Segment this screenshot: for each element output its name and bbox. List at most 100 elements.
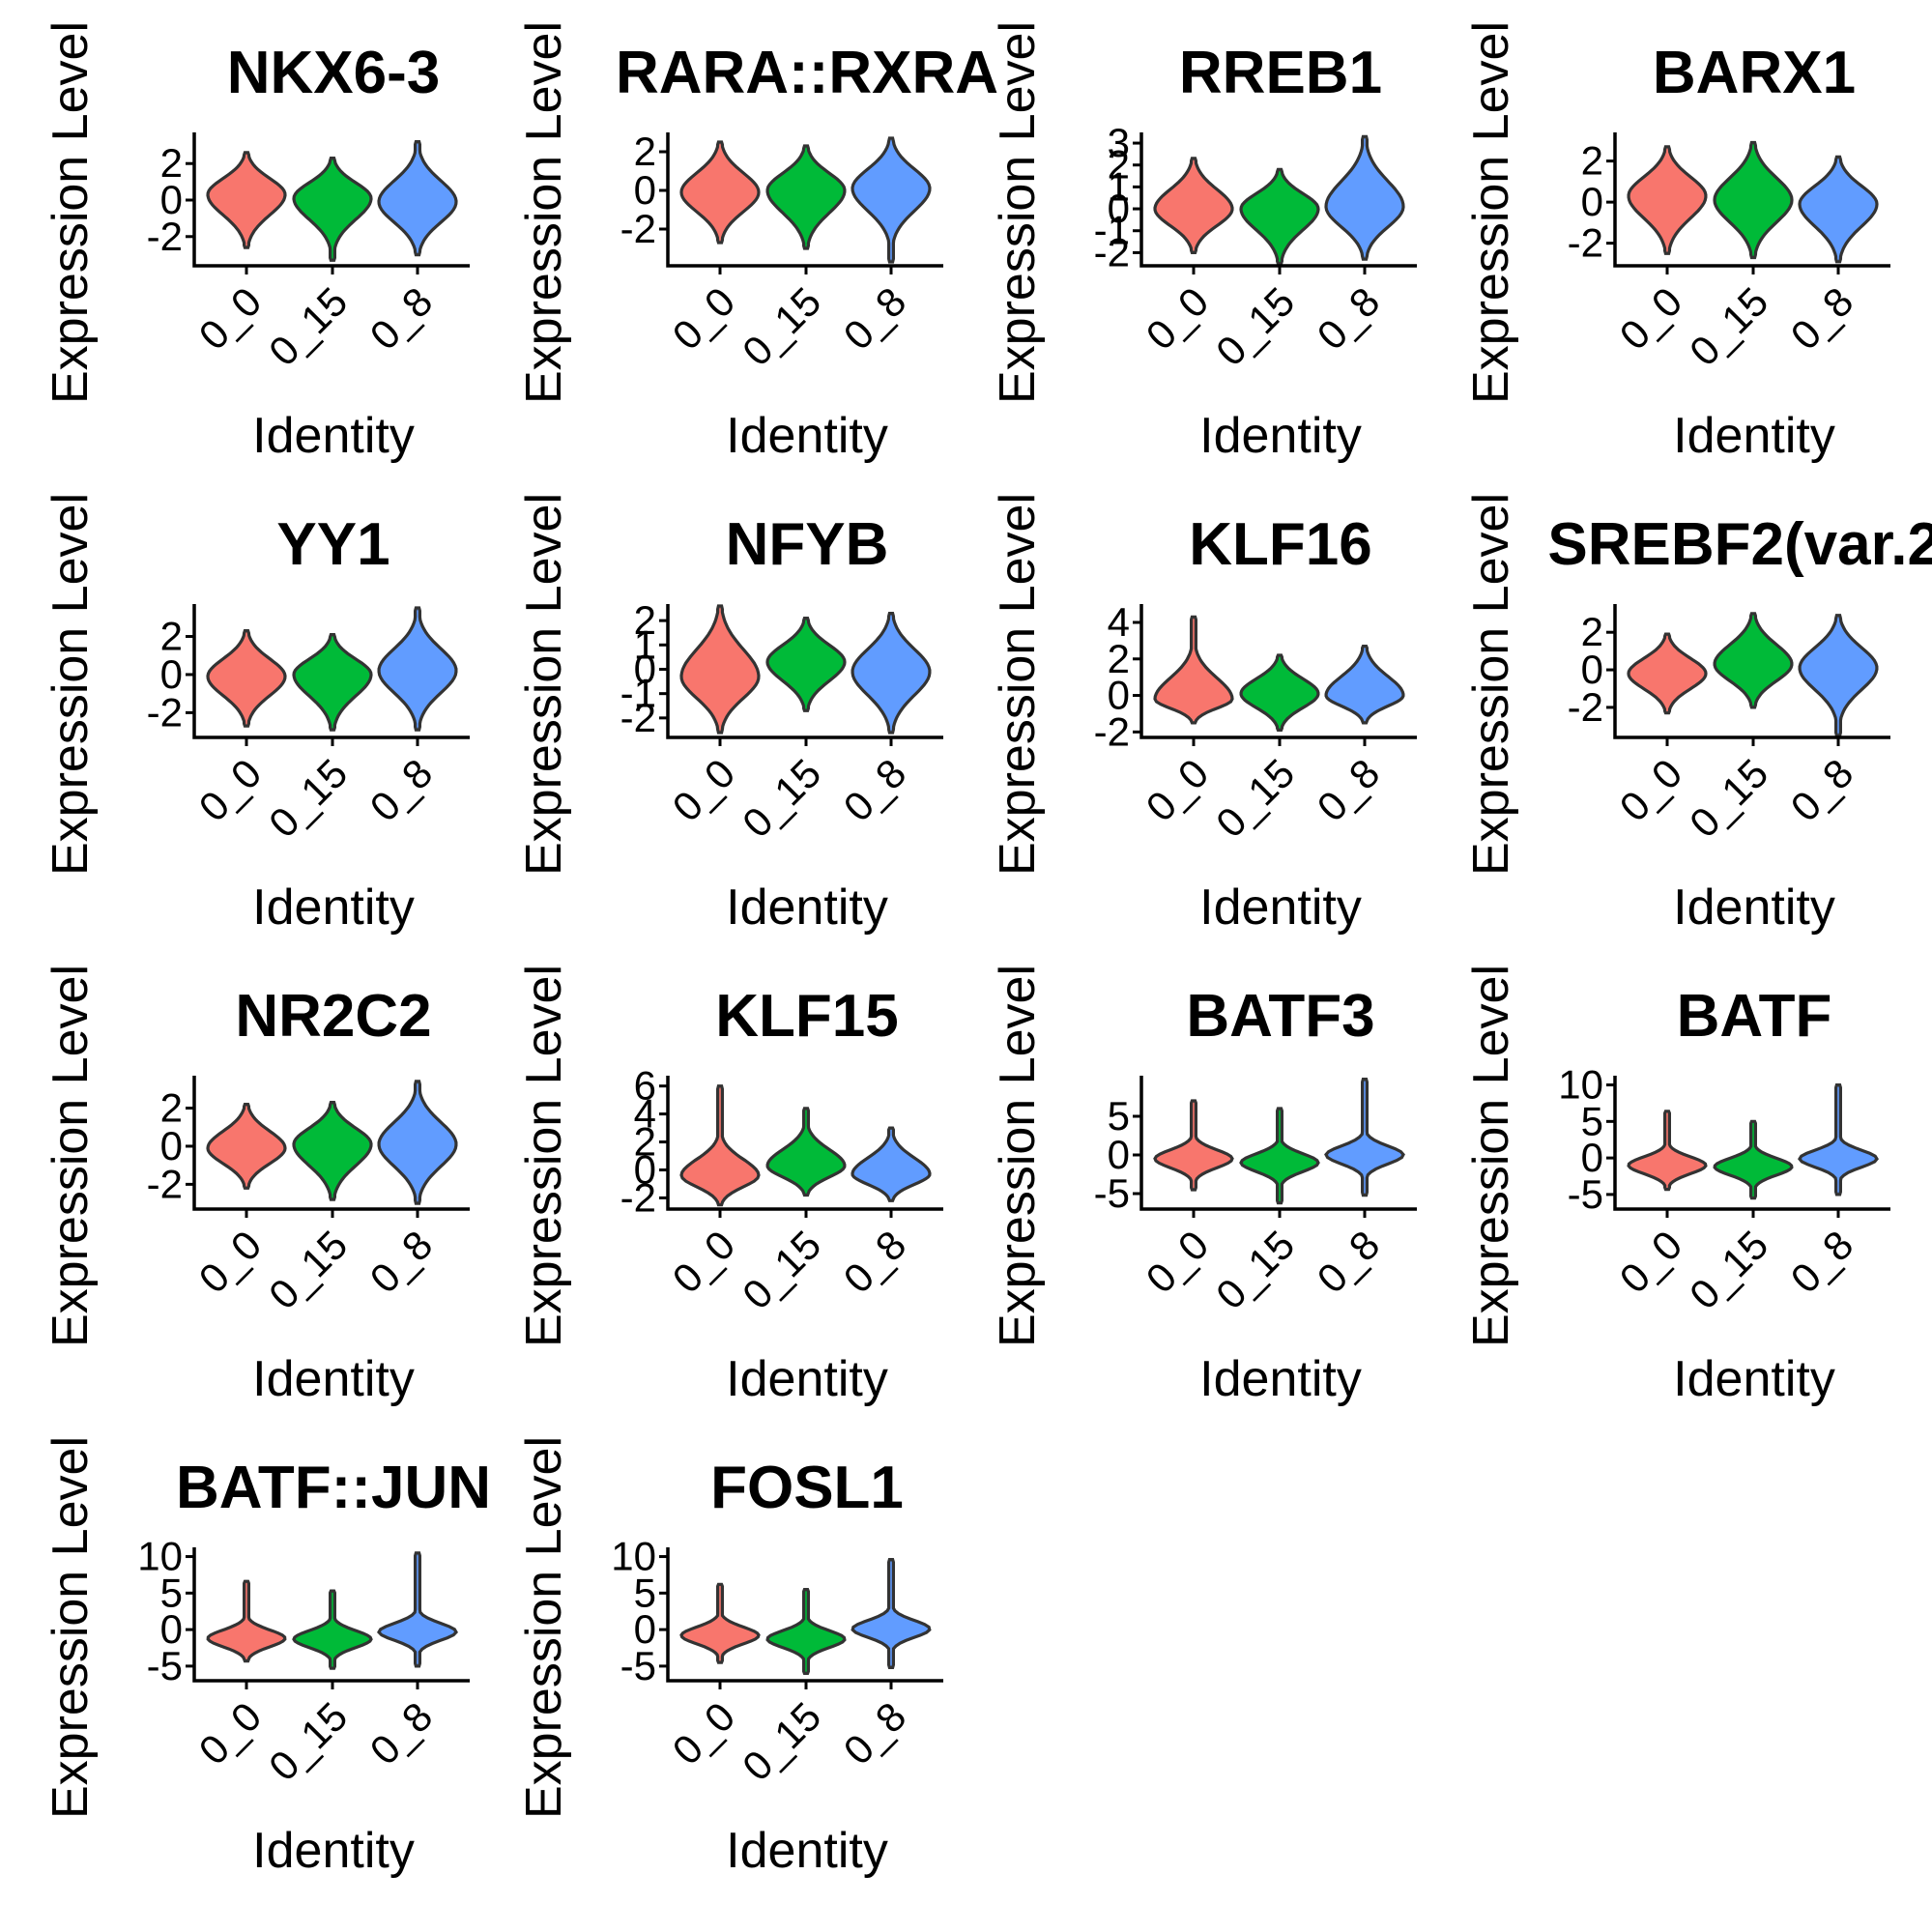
- y-tick-label: 0: [1581, 647, 1603, 692]
- x-tick-label: 0_8: [1782, 278, 1862, 359]
- y-axis-title: Expression Level: [43, 965, 99, 1347]
- y-tick-label: 1: [1108, 163, 1130, 209]
- x-axis-title: Identity: [726, 1351, 888, 1407]
- y-tick-label: 0: [1108, 673, 1130, 718]
- panel-8: SREBF2(var.2) Expression Level -202 0_00_15…: [1463, 493, 1932, 936]
- x-tick-label: 0_8: [835, 750, 915, 830]
- panel-11: BATF3 Expression Level -505 0_00_15 0_8 Ident…: [990, 965, 1417, 1407]
- axis-lines: [192, 132, 470, 268]
- x-tick-label: 0_0: [1611, 750, 1691, 830]
- violin-0_0: [1153, 157, 1234, 254]
- violin-0_15: [765, 1588, 847, 1675]
- axis-lines: [666, 604, 943, 739]
- y-axis-title: Expression Level: [516, 1436, 572, 1819]
- x-axis-title: Identity: [1673, 879, 1835, 936]
- x-tick-label: 0_0: [1138, 278, 1218, 359]
- x-tick-label: 0_15: [260, 750, 356, 846]
- panel-title: KLF15: [715, 983, 898, 1050]
- x-tick-label: 0_8: [361, 278, 442, 359]
- violin-0_15: [292, 1101, 373, 1201]
- x-tick-label: 0_15: [734, 1693, 829, 1789]
- panel-title: NFYB: [726, 511, 889, 578]
- violin-0_15: [1713, 140, 1794, 260]
- axis-lines: [1139, 132, 1417, 268]
- x-tick-label: 0_0: [190, 1693, 271, 1773]
- x-tick-label: 0_15: [734, 278, 829, 374]
- y-axis-title: Expression Level: [1463, 965, 1519, 1347]
- y-tick-label: -2: [620, 1174, 656, 1220]
- x-tick-label: 0_15: [1681, 1222, 1776, 1317]
- violin-0_15: [292, 1589, 373, 1670]
- panel-4: BARX1 Expression Level -202 0_00_15 0_8 Ident…: [1463, 21, 1890, 464]
- x-tick-label: 0_15: [1207, 750, 1303, 846]
- x-tick-label: 0_0: [190, 1222, 271, 1302]
- axis-lines: [1613, 132, 1890, 268]
- y-tick-label: 2: [160, 140, 183, 186]
- x-axis-title: Identity: [252, 408, 415, 464]
- axis-lines: [666, 132, 943, 268]
- y-tick-label: -5: [147, 1643, 183, 1688]
- y-tick-label: 2: [160, 614, 183, 659]
- violin-0_8: [377, 1080, 458, 1205]
- x-axis-title: Identity: [726, 879, 888, 936]
- panel-title: NR2C2: [235, 983, 431, 1050]
- violin-0_15: [1239, 167, 1320, 266]
- violin-0_0: [679, 140, 761, 245]
- panel-title: YY1: [276, 511, 389, 578]
- violin-0_0: [206, 1103, 287, 1190]
- y-axis-title: Expression Level: [43, 1436, 99, 1819]
- violin-0_0: [679, 1582, 761, 1664]
- panel-title: RARA::RXRA: [616, 40, 998, 106]
- y-tick-label: -2: [1568, 684, 1603, 730]
- x-tick-label: 0_8: [835, 1693, 915, 1773]
- violin-0_15: [1239, 1107, 1320, 1205]
- x-tick-label: 0_0: [664, 1222, 744, 1302]
- y-tick-label: 0: [1108, 186, 1130, 231]
- violin-0_8: [377, 140, 458, 257]
- panel-title: BATF3: [1186, 983, 1374, 1050]
- y-tick-label: -2: [1094, 708, 1130, 754]
- y-tick-label: 4: [1108, 599, 1130, 645]
- x-axis-title: Identity: [252, 1351, 415, 1407]
- y-axis-title: Expression Level: [1463, 493, 1519, 876]
- x-tick-label: 0_8: [361, 1222, 442, 1302]
- y-tick-label: 0: [160, 177, 183, 222]
- panel-9: NR2C2 Expression Level -202 0_00_15 0_8 Ident…: [43, 965, 470, 1407]
- x-tick-label: 0_15: [260, 1693, 356, 1789]
- y-tick-label: 4: [634, 1091, 656, 1137]
- panel-1: NKX6-3 Expression Level -202 0_00_15 0_8 Iden…: [43, 21, 470, 464]
- y-tick-label: 10: [137, 1534, 183, 1579]
- y-tick-label: -5: [1568, 1171, 1603, 1217]
- x-axis-title: Identity: [726, 408, 888, 464]
- y-tick-label: 1: [634, 621, 656, 667]
- y-axis-title: Expression Level: [43, 21, 99, 404]
- axis-lines: [666, 1076, 943, 1211]
- violin-0_0: [1627, 632, 1708, 715]
- y-tick-label: 0: [160, 1606, 183, 1652]
- y-tick-label: -5: [620, 1643, 656, 1688]
- y-tick-label: 2: [1581, 609, 1603, 654]
- y-tick-label: 2: [1108, 142, 1130, 187]
- y-tick-label: -2: [620, 206, 656, 251]
- x-tick-label: 0_0: [1138, 750, 1218, 830]
- violin-0_8: [377, 1551, 458, 1668]
- panel-title: BATF: [1677, 983, 1832, 1050]
- y-tick-label: 0: [634, 1146, 656, 1192]
- violin-0_8: [1324, 645, 1405, 725]
- violin-0_8: [851, 612, 932, 735]
- y-tick-label: 5: [1581, 1098, 1603, 1143]
- x-tick-label: 0_8: [835, 278, 915, 359]
- y-axis-title: Expression Level: [516, 493, 572, 876]
- y-tick-label: 0: [634, 167, 656, 213]
- violin-0_8: [851, 1126, 932, 1202]
- axis-lines: [192, 1076, 470, 1211]
- panel-title: BATF::JUN: [176, 1455, 491, 1521]
- y-tick-label: 2: [1581, 138, 1603, 184]
- y-tick-label: 5: [1108, 1093, 1130, 1139]
- violin-0_0: [1153, 1099, 1234, 1192]
